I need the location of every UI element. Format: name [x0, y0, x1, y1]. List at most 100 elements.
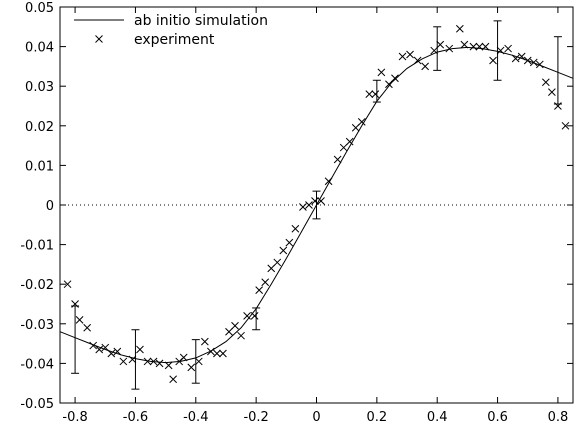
experiment-point	[83, 323, 92, 332]
experiment-point	[475, 42, 484, 51]
x-tick-label: -0.6	[123, 410, 148, 425]
y-tick-label: 0.04	[25, 41, 54, 56]
experiment-point	[107, 349, 116, 358]
x-tick-label: 0.6	[487, 410, 508, 425]
experiment-point	[345, 137, 354, 146]
y-tick-label: -0.02	[20, 278, 54, 293]
experiment-point	[149, 357, 158, 366]
experiment-point	[406, 50, 414, 59]
experiment-point	[95, 345, 104, 354]
experiment-point	[561, 121, 570, 130]
experiment-point	[523, 56, 532, 65]
experiment-point	[285, 238, 294, 247]
experiment-point	[541, 78, 550, 87]
y-tick-label: 0.02	[25, 120, 54, 135]
y-tick-label: -0.01	[20, 239, 54, 254]
experiment-point	[155, 359, 164, 368]
legend-label-experiment: experiment	[134, 32, 215, 48]
experiment-point	[365, 90, 374, 98]
experiment-point	[200, 337, 209, 346]
experiment-point	[460, 40, 469, 49]
experiment-point	[413, 56, 422, 65]
experiment-point	[554, 102, 562, 110]
legend: ab initio simulation experiment	[74, 13, 268, 48]
experiment-point	[261, 278, 270, 287]
experiment-point	[385, 80, 393, 89]
experiment-point	[194, 357, 203, 366]
tick-layer	[60, 6, 573, 404]
experiment-point	[324, 177, 333, 186]
experiment-point	[445, 44, 454, 53]
experiment-point	[225, 327, 233, 336]
experiment-point	[207, 347, 215, 356]
experiment-point	[231, 321, 239, 330]
experiment-point	[535, 60, 544, 69]
legend-marker-cross	[95, 35, 103, 43]
experiment-point	[63, 280, 72, 289]
experiment-marker-layer	[63, 24, 570, 384]
experiment-point	[357, 117, 366, 126]
legend-x-marker	[95, 35, 103, 43]
x-tick-labels: -0.8 -0.6 -0.4 -0.2 0 0.2 0.4 0.6 0.8	[62, 410, 568, 425]
experiment-point	[71, 300, 79, 308]
experiment-point	[311, 197, 319, 205]
y-tick-label: 0.05	[25, 1, 54, 16]
x-tick-label: -0.8	[62, 410, 87, 425]
experiment-point	[430, 46, 439, 55]
error-bar	[312, 190, 321, 220]
experiment-point	[391, 74, 399, 83]
experiment-point	[511, 54, 520, 63]
experiment-point	[504, 44, 512, 53]
error-bar	[252, 307, 261, 331]
error-bar-layer	[71, 20, 562, 390]
experiment-point	[517, 52, 526, 61]
experiment-point	[455, 24, 464, 33]
error-bar	[191, 339, 200, 384]
x-tick-label: 0.2	[367, 410, 388, 425]
experiment-point	[119, 357, 128, 366]
y-tick-labels: -0.05 -0.04 -0.03 -0.02 -0.01 0 0.01 0.02 0.03 0.…	[20, 1, 54, 412]
experiment-point	[187, 363, 196, 372]
experiment-point	[169, 375, 178, 384]
experiment-point	[398, 52, 407, 61]
experiment-point	[113, 347, 122, 356]
experiment-point	[237, 331, 245, 340]
experiment-point	[377, 68, 386, 77]
error-bar	[493, 20, 502, 81]
y-tick-label: -0.03	[20, 318, 54, 333]
experiment-point	[351, 123, 360, 132]
experiment-point	[333, 155, 342, 164]
experiment-point	[136, 345, 144, 354]
experiment-point	[213, 349, 221, 358]
y-tick-label: 0.01	[25, 159, 54, 174]
experiment-point	[529, 58, 538, 67]
y-tick-label: -0.05	[20, 397, 54, 412]
experiment-point	[250, 312, 259, 320]
experiment-point	[291, 224, 300, 233]
error-bar	[553, 36, 562, 105]
experiment-point	[101, 343, 110, 352]
experiment-point	[421, 62, 429, 71]
experiment-point	[317, 197, 325, 205]
error-bar	[372, 79, 381, 103]
experiment-point	[436, 40, 445, 49]
x-tick-label: 0.4	[427, 410, 448, 425]
experiment-point	[496, 46, 505, 55]
experiment-point	[75, 315, 84, 324]
experiment-point	[305, 201, 313, 209]
x-tick-label: -0.2	[243, 410, 268, 425]
experiment-point	[489, 56, 497, 65]
experiment-point	[128, 355, 137, 364]
experiment-point	[143, 357, 152, 366]
experiment-point	[299, 203, 307, 211]
experiment-point	[255, 286, 264, 294]
experiment-point	[179, 353, 188, 362]
experiment-point	[548, 88, 556, 96]
experiment-point	[164, 361, 173, 370]
y-tick-label: 0	[46, 199, 54, 214]
y-tick-label: -0.04	[20, 357, 54, 372]
experiment-point	[89, 341, 98, 350]
x-tick-label: -0.4	[183, 410, 208, 425]
experiment-point	[219, 349, 227, 358]
